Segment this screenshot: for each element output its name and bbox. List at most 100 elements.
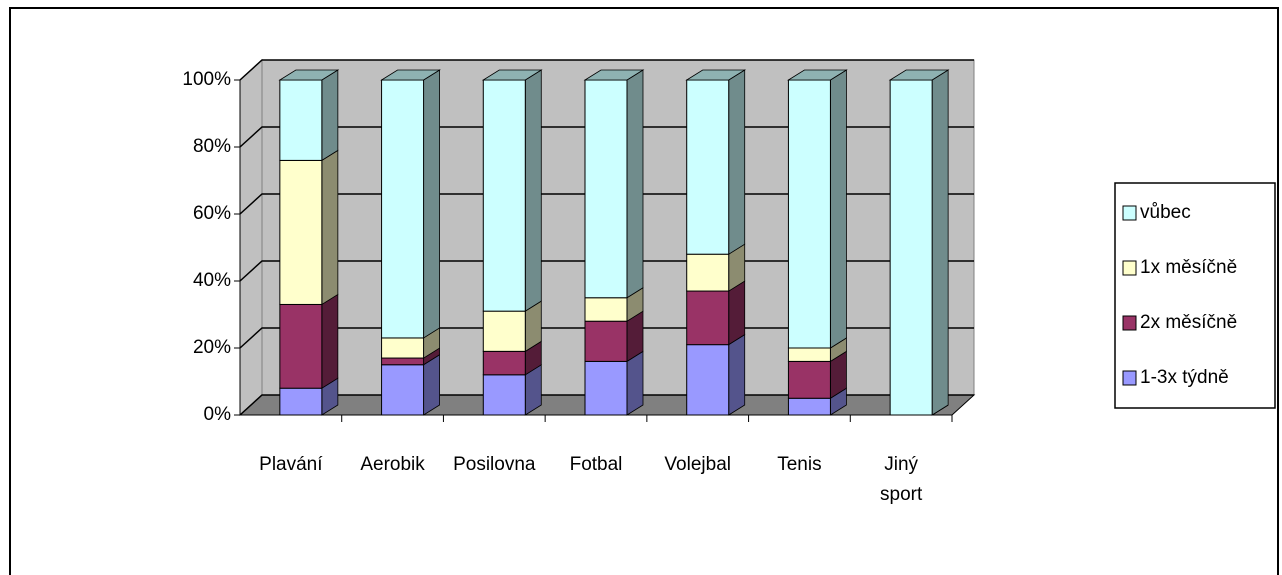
bar-side-shade [627, 70, 643, 298]
bar-top-face [787, 69, 848, 81]
bar-front [584, 297, 628, 322]
bar-top-face [278, 69, 340, 81]
x-tick-label: Aerobik [360, 454, 425, 475]
bar-top-face [481, 69, 543, 81]
bar-side-shade [525, 341, 542, 375]
bar-front [686, 290, 730, 346]
bar-top-shade [686, 70, 745, 80]
bar-side-shade [321, 70, 338, 161]
bar [381, 354, 440, 416]
bar [381, 69, 440, 339]
bar [787, 69, 847, 349]
bar-front [787, 79, 831, 349]
bar-side-shade [627, 287, 643, 322]
bar-side-shade [423, 354, 440, 415]
x-tick-label: Jiný sport [880, 454, 923, 505]
bar [584, 69, 644, 299]
bar [584, 310, 644, 363]
legend-label: 1-3x týdně [1140, 367, 1229, 388]
x-tick-label: Posilovna [453, 454, 536, 475]
legend-label: 2x měsíčně [1140, 312, 1237, 333]
legend-swatch [1122, 370, 1137, 386]
bar-side-shade [830, 388, 847, 415]
bar-top [888, 69, 950, 81]
bar [686, 243, 746, 292]
bar-top [787, 69, 848, 81]
bar-side-shade [525, 301, 542, 352]
bar-top-shade [890, 70, 949, 80]
bar [787, 337, 847, 363]
legend-swatch [1122, 260, 1137, 276]
y-tick-label: 60% [193, 203, 231, 224]
bar-front [381, 357, 425, 366]
bar [279, 293, 339, 389]
bar-side-shade [830, 351, 847, 399]
y-tick-label: 40% [193, 270, 231, 291]
bar-front [584, 79, 628, 299]
bar [584, 287, 644, 322]
bar-top [481, 69, 543, 81]
bar [686, 333, 746, 416]
legend [1114, 182, 1276, 409]
x-tick-label: Plavání [259, 454, 323, 475]
bar [686, 69, 746, 255]
bar-side-shade [728, 281, 745, 345]
y-tick-label: 20% [193, 337, 231, 358]
bar-front [279, 159, 323, 305]
bar [686, 280, 746, 346]
bar [889, 69, 949, 416]
bar-top-face [380, 69, 441, 81]
bar-front [279, 79, 323, 161]
bar-side-shade [627, 311, 643, 362]
bar-front [381, 79, 425, 339]
bar-top [278, 69, 340, 81]
legend-swatch [1122, 205, 1137, 221]
bar-top-shade [585, 70, 643, 80]
x-tick-label: Tenis [777, 454, 821, 475]
bar-front [787, 397, 831, 416]
bar-top [685, 69, 747, 81]
bar [279, 377, 339, 416]
bar-side-shade [525, 364, 542, 415]
bar-top-shade [483, 70, 542, 80]
bar-side-shade [932, 70, 949, 415]
bar-top-face [888, 69, 950, 81]
bar-top-face [685, 69, 747, 81]
x-tick-label: Volejbal [664, 454, 731, 475]
bar-front [686, 79, 730, 255]
bar-front [787, 347, 831, 362]
bar [482, 340, 542, 376]
x-tick-label: Fotbal [570, 454, 623, 475]
bar-side-shade [525, 70, 542, 312]
legend-label: 1x měsíčně [1140, 257, 1237, 278]
grid-line [239, 59, 974, 81]
bar [482, 69, 542, 312]
legend-label: vůbec [1140, 202, 1191, 223]
bar-top-shade [788, 70, 847, 80]
bar-top-shade [381, 70, 440, 80]
bar-side-shade [830, 338, 847, 362]
side-wall [239, 58, 263, 417]
legend-swatch [1122, 315, 1137, 331]
bar-front [584, 360, 628, 416]
bar-front [686, 344, 730, 416]
bar [279, 69, 339, 162]
bar-front [381, 337, 425, 359]
bar-side-shade [728, 244, 745, 292]
bar-front [584, 320, 628, 362]
bar-front [787, 360, 831, 399]
bar-front [381, 364, 425, 416]
bar-side-shade [728, 334, 745, 415]
bar-front [686, 253, 730, 292]
bar-side-shade [321, 150, 338, 305]
bar [482, 300, 542, 353]
bar-side-shade [627, 351, 643, 415]
bar [482, 364, 542, 416]
y-tick-label: 80% [193, 136, 231, 157]
bar-front [889, 79, 933, 416]
bar-front [279, 387, 323, 416]
bar-top-face [583, 69, 645, 81]
bar-side-shade [423, 70, 440, 338]
y-tick-label: 100% [182, 69, 231, 90]
